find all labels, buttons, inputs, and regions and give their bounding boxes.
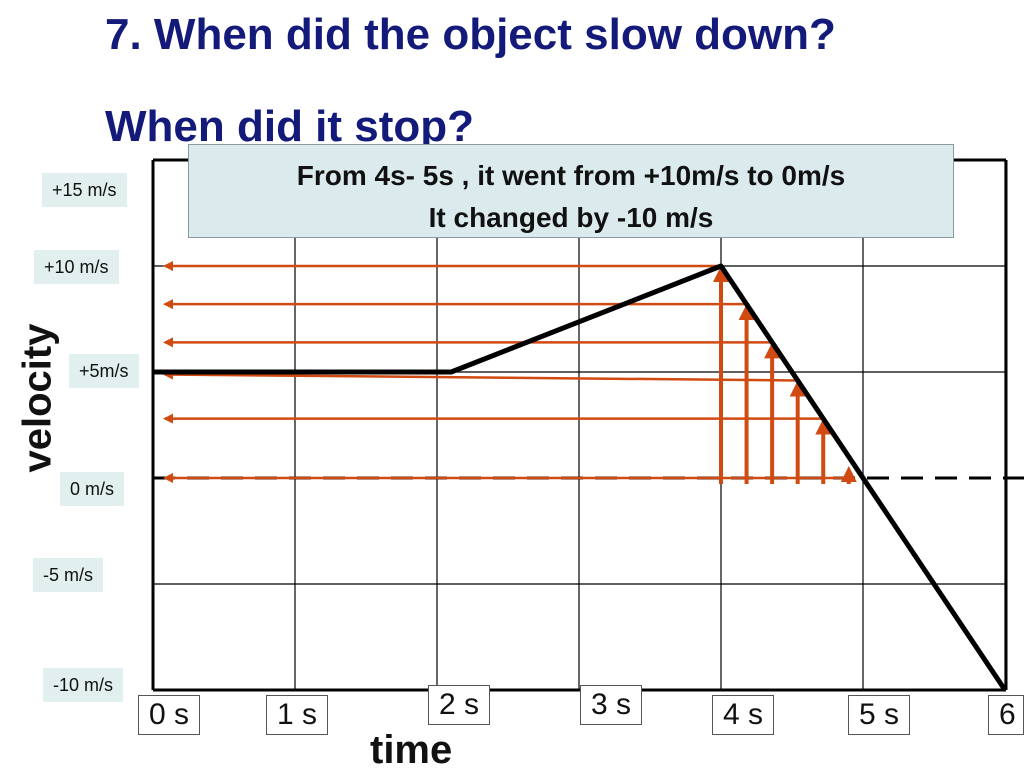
y-tick-label: +5m/s [69, 354, 139, 388]
y-axis-title: velocity [15, 323, 60, 473]
chart-grid [151, 158, 1024, 692]
question-title-line-1: 7. When did the object slow down? [105, 10, 836, 59]
callout-line-2: It changed by -10 m/s [428, 202, 714, 233]
question-title-line-2: When did it stop? [105, 102, 475, 151]
x-tick-label: 0 s [138, 695, 201, 735]
callout-box: From 4s- 5s , it went from +10m/s to 0m/… [188, 144, 954, 238]
x-tick-label: 6 [988, 695, 1024, 735]
x-axis-title: time [370, 728, 453, 772]
y-tick-label: +15 m/s [42, 173, 127, 207]
callout-line-1: From 4s- 5s , it went from +10m/s to 0m/… [296, 160, 846, 191]
x-tick-label: 5 s [848, 695, 911, 735]
y-tick-label: +10 m/s [34, 250, 119, 284]
x-tick-label: 1 s [266, 695, 329, 735]
x-tick-label: 3 s [580, 685, 643, 725]
x-tick-label: 4 s [712, 695, 775, 735]
annotation-arrows [163, 261, 857, 484]
horizontal-velocity-arrow [163, 369, 798, 382]
velocity-series [153, 263, 1008, 692]
x-tick-label: 2 s [428, 685, 491, 725]
y-tick-label: -5 m/s [33, 558, 104, 592]
y-tick-label: -10 m/s [43, 668, 124, 702]
velocity-line [153, 263, 1008, 692]
y-tick-label: 0 m/s [60, 472, 125, 506]
